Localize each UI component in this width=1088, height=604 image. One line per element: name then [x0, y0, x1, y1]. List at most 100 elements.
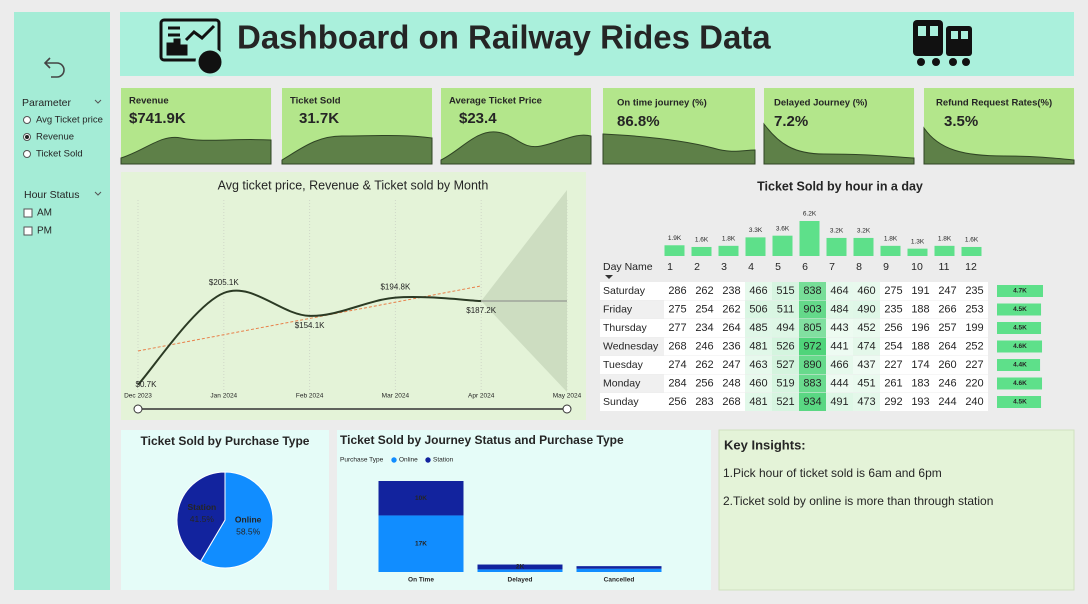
column-header: 2 [694, 261, 700, 273]
legend-marker [425, 457, 431, 463]
heat-cell [853, 319, 880, 337]
kpi-label: Ticket Sold [290, 96, 341, 107]
heat-cell [961, 337, 988, 356]
cell-value: 466 [749, 285, 767, 297]
heat-cell [799, 319, 826, 337]
day-name: Tuesday [603, 359, 644, 371]
row-background [600, 300, 664, 319]
heat-cell [826, 337, 853, 356]
checkbox-label[interactable]: AM [37, 208, 52, 219]
total-bar [997, 340, 1043, 353]
cell-value: 443 [830, 322, 848, 334]
slice-label: Station [187, 502, 216, 512]
row-background [600, 356, 664, 374]
cell-value: 284 [668, 377, 686, 389]
slice-label: Online [235, 515, 262, 525]
day-name: Thursday [603, 322, 648, 334]
cell-value: 805 [803, 322, 821, 334]
cell-value: 266 [938, 303, 956, 315]
column-header: 8 [856, 261, 862, 273]
heat-cell [826, 356, 853, 374]
chart-title: Ticket Sold by Journey Status and Purcha… [340, 433, 624, 447]
heat-cell [934, 374, 961, 393]
cell-value: 268 [722, 396, 740, 408]
cell-value: 460 [749, 377, 767, 389]
heat-cell [826, 300, 853, 319]
cell-value: 262 [695, 285, 713, 297]
heat-cell [961, 282, 988, 300]
heat-cell [691, 300, 718, 319]
heat-cell [961, 300, 988, 319]
radio-button[interactable] [23, 150, 31, 158]
bar [745, 237, 766, 256]
cell-value: 521 [776, 396, 794, 408]
slice-value: 41.5% [190, 514, 215, 524]
kpi-sparkline [120, 136, 272, 165]
kpi-sparkline [923, 126, 1075, 165]
heat-cell [691, 356, 718, 374]
slider-handle[interactable] [133, 404, 143, 414]
radio-label[interactable]: Ticket Sold [36, 149, 83, 160]
sort-indicator[interactable] [605, 275, 613, 279]
heat-cell [961, 356, 988, 374]
slider-handle[interactable] [562, 404, 572, 414]
cell-value: 256 [695, 377, 713, 389]
heat-cell [880, 300, 907, 319]
heat-cell [745, 282, 772, 300]
heat-cell [880, 356, 907, 374]
cell-value: 464 [830, 285, 848, 297]
checkbox[interactable] [23, 208, 33, 218]
cell-value: 246 [938, 377, 956, 389]
back-button[interactable] [43, 57, 65, 78]
cell-value: 227 [965, 359, 983, 371]
heat-cell [853, 300, 880, 319]
heat-cell [718, 282, 745, 300]
row-background [600, 393, 664, 411]
radio-label[interactable]: Revenue [36, 132, 74, 143]
cell-value: 262 [722, 303, 740, 315]
cell-value: 883 [803, 377, 821, 389]
data-label: 6.2K [803, 211, 817, 218]
kpi-sparkline [763, 122, 915, 165]
legend-marker [391, 457, 397, 463]
cell-value: 183 [911, 377, 929, 389]
insights-panel [718, 429, 1075, 591]
cell-value: 193 [911, 396, 929, 408]
radio-label[interactable]: Avg Ticket price [36, 115, 103, 126]
x-tick-label: On Time [408, 577, 434, 584]
row-background [600, 319, 664, 337]
bar-segment [477, 564, 563, 570]
data-label: 17K [415, 540, 427, 547]
heat-cell [907, 300, 934, 319]
bar [880, 245, 901, 256]
data-label: 1.8K [938, 236, 952, 243]
kpi-value: 3.5% [944, 113, 978, 130]
x-tick-label: May 2024 [553, 393, 582, 400]
bar [907, 248, 928, 256]
chevron[interactable] [94, 191, 102, 196]
heat-cell [934, 356, 961, 374]
chevron[interactable] [94, 99, 102, 104]
bar-segment [477, 569, 563, 572]
cell-value: 526 [776, 340, 794, 352]
cell-value: 934 [803, 396, 821, 408]
data-label: 1.6K [695, 237, 709, 244]
bar [853, 237, 874, 256]
heat-cell [853, 356, 880, 374]
radio-button[interactable] [23, 116, 31, 124]
heat-cell [853, 282, 880, 300]
cell-value: 275 [884, 285, 902, 297]
heat-cell [799, 337, 826, 356]
heat-cell [907, 337, 934, 356]
heat-cell [907, 319, 934, 337]
checkbox-label[interactable]: PM [37, 226, 52, 237]
cell-value: 484 [830, 303, 848, 315]
checkbox[interactable] [23, 226, 33, 236]
insights-title: Key Insights: [724, 437, 806, 452]
cell-value: 490 [857, 303, 875, 315]
heat-cell [718, 337, 745, 356]
heat-cell [826, 393, 853, 411]
bar [826, 237, 847, 256]
cell-value: 437 [857, 359, 875, 371]
